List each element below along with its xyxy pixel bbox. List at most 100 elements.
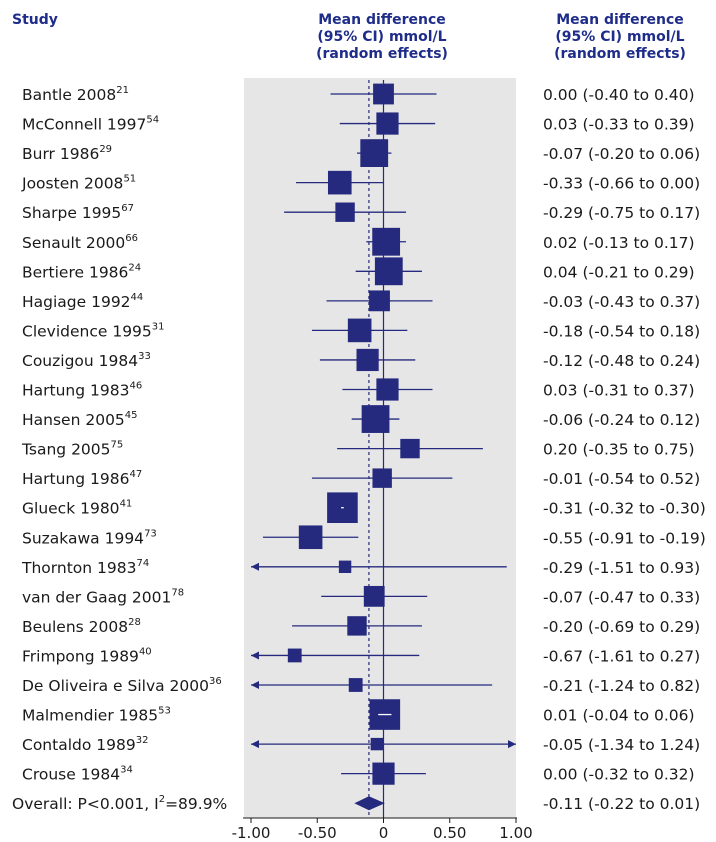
study-ci-value: -0.06 (-0.24 to 0.12): [543, 411, 700, 429]
x-axis-tick-label: 1.00: [499, 824, 532, 842]
study-ci-value: -0.31 (-0.32 to -0.30): [543, 500, 706, 518]
ci-arrow-left: [251, 651, 259, 660]
study-label-text: Burr 1986: [22, 145, 99, 163]
study-row: Clevidence 199531 -0.18 (-0.54 to 0.18): [22, 318, 700, 343]
study-row: van der Gaag 200178 -0.07 (-0.47 to 0.33): [22, 585, 700, 607]
point-estimate: [369, 290, 390, 312]
point-estimate: [347, 616, 367, 636]
study-ci-value: -0.07 (-0.47 to 0.33): [543, 588, 700, 606]
point-estimate: [376, 112, 399, 135]
point-estimate: [374, 257, 403, 286]
study-label-sup: 28: [128, 617, 141, 628]
study-label: Senault 200066: [22, 233, 138, 252]
study-row: Hartung 198346 0.03 (-0.31 to 0.37): [22, 378, 695, 401]
study-ci-value: 0.02 (-0.13 to 0.17): [543, 234, 695, 252]
study-label: Bertiere 198624: [22, 262, 141, 281]
study-label: Clevidence 199531: [22, 321, 165, 340]
point-estimate: [360, 139, 389, 167]
study-ci-value: -0.33 (-0.66 to 0.00): [543, 175, 700, 193]
study-label: Thornton 198374: [21, 558, 149, 577]
study-row: Contaldo 198932 -0.05 (-1.34 to 1.24): [22, 735, 700, 754]
study-label-sup: 31: [152, 321, 165, 332]
x-axis-tick-label: 0.50: [433, 824, 466, 842]
study-label: Contaldo 198932: [22, 735, 148, 754]
study-label: Joosten 200851: [21, 174, 136, 193]
study-label-text: Hagiage 1992: [22, 293, 131, 311]
study-label-text: Senault 2000: [22, 234, 125, 252]
study-label: Bantle 200821: [22, 85, 129, 104]
study-row: Senault 200066 0.02 (-0.13 to 0.17): [22, 227, 695, 256]
study-ci-value: -0.29 (-0.75 to 0.17): [543, 204, 700, 222]
study-label-text: Contaldo 1989: [22, 736, 136, 754]
study-row: Bertiere 198624 0.04 (-0.21 to 0.29): [22, 257, 695, 286]
study-label-sup: 66: [125, 233, 138, 244]
study-label-sup: 44: [131, 292, 144, 303]
study-label: Tsang 200575: [21, 440, 123, 459]
x-axis-tick-label: -1.00: [232, 824, 271, 842]
study-label-text: Thornton 1983: [21, 559, 136, 577]
header-plot-line-3: (random effects): [316, 46, 448, 62]
study-label-text: Suzakawa 1994: [22, 529, 144, 547]
ci-arrow-left: [251, 681, 259, 689]
point-estimate: [361, 405, 390, 433]
header-plot-line-1: Mean difference: [318, 12, 446, 28]
point-estimate: [348, 678, 363, 692]
study-label-sup: 47: [129, 469, 142, 480]
point-estimate: [338, 560, 352, 573]
study-label: De Oliveira e Silva 200036: [22, 676, 222, 695]
study-ci-value: -0.12 (-0.48 to 0.24): [543, 352, 700, 370]
study-label: van der Gaag 200178: [22, 587, 184, 606]
study-row: De Oliveira e Silva 200036 -0.21 (-1.24 t…: [22, 676, 700, 695]
study-label: Couzigou 198433: [22, 351, 151, 370]
study-label-text: Hartung 1986: [22, 470, 129, 488]
study-label-sup: 51: [123, 174, 136, 185]
point-estimate: [356, 348, 379, 372]
study-ci-value: -0.20 (-0.69 to 0.29): [543, 618, 700, 636]
study-ci-value: 0.01 (-0.04 to 0.06): [543, 707, 695, 725]
study-ci-value: -0.01 (-0.54 to 0.52): [543, 470, 700, 488]
study-ci-value: 0.20 (-0.35 to 0.75): [543, 441, 695, 459]
point-estimate: [370, 737, 384, 751]
study-ci-value: 0.03 (-0.31 to 0.37): [543, 382, 695, 400]
study-label: Hagiage 199244: [22, 292, 143, 311]
study-ci-value: -0.03 (-0.43 to 0.37): [543, 293, 700, 311]
study-label-text: Clevidence 1995: [22, 322, 152, 340]
x-axis-tick-label: -0.50: [298, 824, 337, 842]
study-label-text: Crouse 1984: [22, 766, 120, 784]
overall-label-sup: 2: [159, 794, 165, 805]
study-label-text: Bantle 2008: [22, 86, 116, 104]
study-label-text: Joosten 2008: [21, 175, 123, 193]
header-plot-line-2: (95% CI) mmol/L: [317, 29, 446, 45]
study-label-sup: 53: [158, 706, 171, 717]
study-row: Hansen 200545 -0.06 (-0.24 to 0.12): [22, 405, 700, 433]
overall-label: Overall: P<0.001, I2=89.9%: [12, 794, 227, 813]
point-estimate: [373, 83, 394, 105]
study-label-sup: 46: [129, 381, 142, 392]
study-label-sup: 24: [128, 262, 141, 273]
study-ci-value: -0.29 (-1.51 to 0.93): [543, 559, 700, 577]
study-ci-value: -0.05 (-1.34 to 1.24): [543, 736, 700, 754]
study-label-text: Couzigou 1984: [22, 352, 138, 370]
point-estimate: [372, 468, 392, 488]
study-label-sup: 74: [136, 558, 149, 569]
ci-arrow-left: [251, 562, 259, 571]
study-row: Tsang 200575 0.20 (-0.35 to 0.75): [21, 438, 695, 459]
point-estimate: [376, 378, 399, 401]
study-row: Hartung 198647 -0.01 (-0.54 to 0.52): [22, 468, 700, 488]
study-label: Malmendier 198553: [22, 706, 171, 725]
study-ci-value: -0.67 (-1.61 to 0.27): [543, 647, 700, 665]
study-label: Beulens 200828: [22, 617, 141, 636]
study-row: Frimpong 198940 -0.67 (-1.61 to 0.27): [22, 646, 700, 665]
point-estimate: [287, 648, 302, 663]
study-label: Burr 198629: [22, 144, 112, 163]
header-study: Study: [12, 12, 58, 28]
x-axis-tick-label: 0: [379, 824, 389, 842]
study-row: Suzakawa 199473 -0.55 (-0.91 to -0.19): [22, 525, 706, 550]
study-label-text: Hansen 2005: [22, 411, 125, 429]
study-ci-value: 0.03 (-0.33 to 0.39): [543, 116, 695, 134]
study-label-sup: 36: [209, 676, 222, 687]
point-estimate: [327, 170, 352, 195]
study-label-sup: 54: [146, 115, 159, 126]
study-label-sup: 34: [120, 765, 133, 776]
